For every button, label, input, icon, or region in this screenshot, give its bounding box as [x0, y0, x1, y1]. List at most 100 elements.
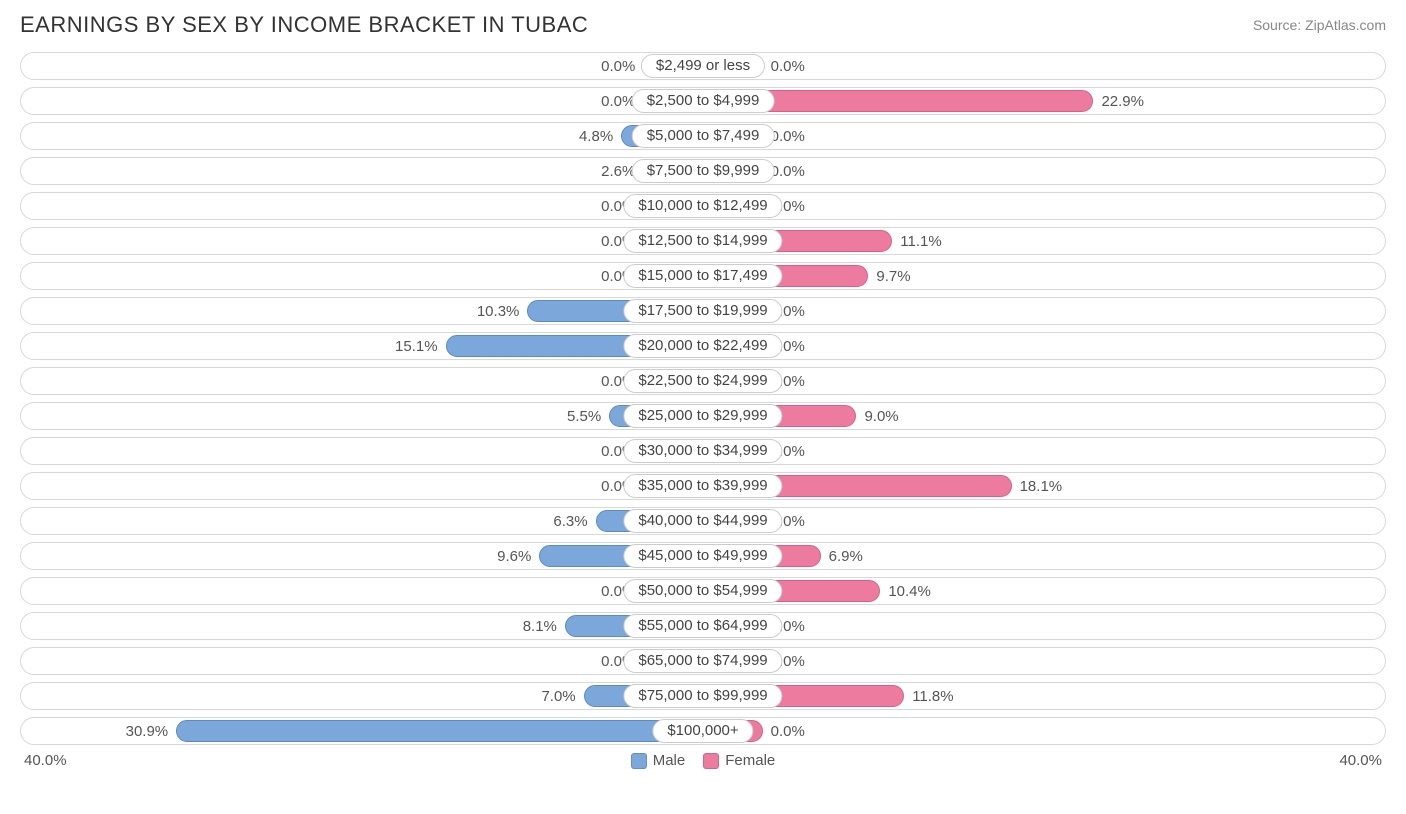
chart-row: 0.0% 9.7% $15,000 to $17,499	[20, 262, 1386, 290]
chart-row: 5.5% 9.0% $25,000 to $29,999	[20, 402, 1386, 430]
male-value-label: 30.9%	[126, 723, 169, 740]
male-value-label: 0.0%	[601, 58, 635, 75]
female-value-label: 10.4%	[888, 583, 931, 600]
chart-row: 9.6%6.9%$45,000 to $49,999	[20, 542, 1386, 570]
female-half: 9.7%	[703, 263, 1385, 289]
female-half: 9.0%	[703, 403, 1385, 429]
female-value-label: 18.1%	[1020, 478, 1063, 495]
male-half: 8.1%	[21, 613, 703, 639]
category-label: $25,000 to $29,999	[623, 404, 782, 428]
male-half: 6.3%	[21, 508, 703, 534]
legend-item-male: Male	[631, 752, 686, 769]
female-half: 0.0%	[703, 298, 1385, 324]
male-half: 0.0%	[21, 368, 703, 394]
male-value-label: 2.6%	[601, 163, 635, 180]
chart-area: 0.0%0.0%$2,499 or less0.0%22.9%$2,500 to…	[20, 52, 1386, 745]
chart-title: EARNINGS BY SEX BY INCOME BRACKET IN TUB…	[20, 12, 588, 38]
category-label: $17,500 to $19,999	[623, 299, 782, 323]
chart-row: 2.6% 0.0%$7,500 to $9,999	[20, 157, 1386, 185]
axis-left-label: 40.0%	[24, 752, 67, 769]
female-value-label: 0.0%	[771, 128, 805, 145]
male-half: 7.0%	[21, 683, 703, 709]
female-value-label: 11.1%	[900, 233, 941, 250]
male-half: 0.0%	[21, 578, 703, 604]
chart-row: 30.9%0.0%$100,000+	[20, 717, 1386, 745]
female-value-label: 0.0%	[771, 163, 805, 180]
male-value-label: 15.1%	[395, 338, 438, 355]
male-value-label: 5.5%	[567, 408, 601, 425]
female-half: 11.1%	[703, 228, 1385, 254]
female-half: 0.0%	[703, 438, 1385, 464]
female-value-label: 9.0%	[864, 408, 898, 425]
chart-row: 8.1%0.0%$55,000 to $64,999	[20, 612, 1386, 640]
legend: Male Female	[631, 752, 776, 769]
male-half: 0.0%	[21, 438, 703, 464]
chart-footer: 40.0% Male Female 40.0%	[20, 752, 1386, 769]
female-half: 0.0%	[703, 123, 1385, 149]
female-half: 0.0%	[703, 508, 1385, 534]
chart-row: 0.0%0.0%$30,000 to $34,999	[20, 437, 1386, 465]
female-half: 0.0%	[703, 648, 1385, 674]
category-label: $75,000 to $99,999	[623, 684, 782, 708]
male-half: 15.1%	[21, 333, 703, 359]
chart-row: 6.3% 0.0%$40,000 to $44,999	[20, 507, 1386, 535]
male-half: 0.0%	[21, 473, 703, 499]
female-value-label: 9.7%	[876, 268, 910, 285]
male-half: 10.3%	[21, 298, 703, 324]
category-label: $15,000 to $17,499	[623, 264, 782, 288]
female-value-label: 0.0%	[771, 58, 805, 75]
female-half: 0.0%	[703, 193, 1385, 219]
male-half: 5.5%	[21, 403, 703, 429]
female-half: 10.4%	[703, 578, 1385, 604]
female-half: 22.9%	[703, 88, 1385, 114]
chart-row: 0.0%0.0%$65,000 to $74,999	[20, 647, 1386, 675]
category-label: $35,000 to $39,999	[623, 474, 782, 498]
chart-row: 0.0% 10.4% $50,000 to $54,999	[20, 577, 1386, 605]
chart-row: 0.0%11.1%$12,500 to $14,999	[20, 227, 1386, 255]
female-swatch-icon	[703, 753, 719, 769]
male-value-label: 8.1%	[523, 618, 557, 635]
male-half: 4.8%	[21, 123, 703, 149]
chart-row: 0.0%22.9%$2,500 to $4,999	[20, 87, 1386, 115]
female-half: 6.9%	[703, 543, 1385, 569]
male-half: 0.0%	[21, 263, 703, 289]
category-label: $12,500 to $14,999	[623, 229, 782, 253]
female-value-label: 22.9%	[1101, 93, 1144, 110]
female-half: 11.8%	[703, 683, 1385, 709]
category-label: $2,499 or less	[641, 54, 765, 78]
male-half: 0.0%	[21, 53, 703, 79]
male-value-label: 6.3%	[553, 513, 587, 530]
chart-row: 0.0%0.0%$22,500 to $24,999	[20, 367, 1386, 395]
category-label: $7,500 to $9,999	[632, 159, 775, 183]
category-label: $5,000 to $7,499	[632, 124, 775, 148]
source-attribution: Source: ZipAtlas.com	[1253, 17, 1386, 33]
chart-row: 4.8% 0.0%$5,000 to $7,499	[20, 122, 1386, 150]
chart-row: 15.1% 0.0%$20,000 to $22,499	[20, 332, 1386, 360]
legend-female-label: Female	[725, 752, 775, 769]
male-value-label: 7.0%	[541, 688, 575, 705]
female-half: 18.1%	[703, 473, 1385, 499]
category-label: $55,000 to $64,999	[623, 614, 782, 638]
category-label: $50,000 to $54,999	[623, 579, 782, 603]
female-value-label: 0.0%	[771, 723, 805, 740]
axis-right-label: 40.0%	[1339, 752, 1382, 769]
female-value-label: 6.9%	[829, 548, 863, 565]
male-value-label: 10.3%	[477, 303, 520, 320]
legend-item-female: Female	[703, 752, 775, 769]
legend-male-label: Male	[653, 752, 686, 769]
chart-row: 0.0% 0.0% $2,499 or less	[20, 52, 1386, 80]
chart-header: EARNINGS BY SEX BY INCOME BRACKET IN TUB…	[20, 12, 1386, 38]
female-half: 0.0%	[703, 53, 1385, 79]
category-label: $40,000 to $44,999	[623, 509, 782, 533]
male-value-label: 9.6%	[497, 548, 531, 565]
female-half: 0.0%	[703, 368, 1385, 394]
female-half: 0.0%	[703, 718, 1385, 744]
category-label: $65,000 to $74,999	[623, 649, 782, 673]
female-half: 0.0%	[703, 158, 1385, 184]
chart-row: 10.3% 0.0%$17,500 to $19,999	[20, 297, 1386, 325]
chart-row: 0.0%0.0%$10,000 to $12,499	[20, 192, 1386, 220]
category-label: $20,000 to $22,499	[623, 334, 782, 358]
female-half: 0.0%	[703, 333, 1385, 359]
male-half: 9.6%	[21, 543, 703, 569]
male-value-label: 0.0%	[601, 93, 635, 110]
